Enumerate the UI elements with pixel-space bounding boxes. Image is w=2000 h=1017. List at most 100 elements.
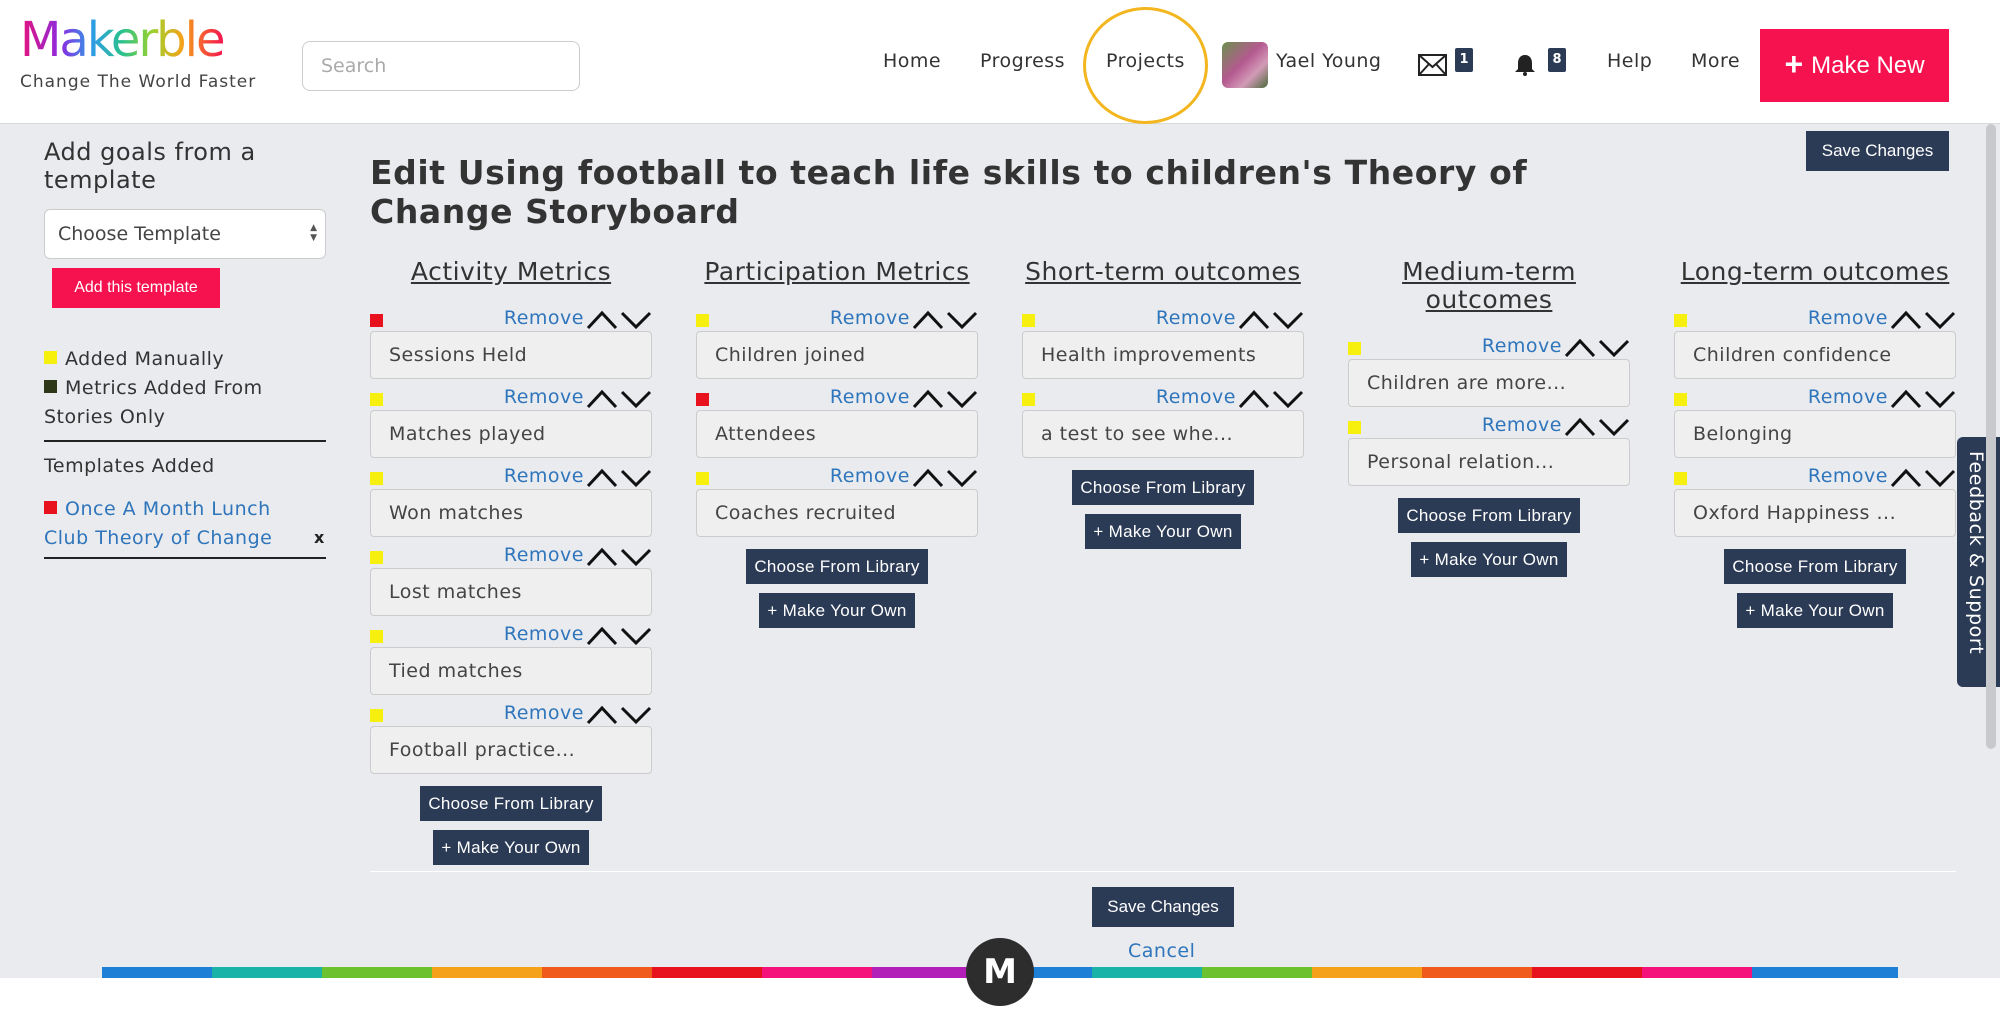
choose-from-library-button[interactable]: Choose From Library <box>746 549 928 584</box>
save-changes-top-button[interactable]: Save Changes <box>1806 131 1949 171</box>
column-heading[interactable]: Long-term outcomes <box>1680 257 1950 286</box>
move-up-icon[interactable] <box>1890 309 1922 331</box>
move-down-icon[interactable] <box>1924 309 1956 331</box>
move-down-icon[interactable] <box>1272 388 1304 410</box>
outcome-name-field[interactable] <box>1348 359 1630 407</box>
column-heading[interactable]: Participation Metrics <box>704 257 970 286</box>
remove-link[interactable]: Remove <box>829 386 910 408</box>
outcome-name-field[interactable] <box>1674 489 1956 537</box>
metric-name-field[interactable] <box>370 568 652 616</box>
column-heading[interactable]: Activity Metrics <box>410 257 612 286</box>
column-heading[interactable]: Short-term outcomes <box>1025 257 1301 286</box>
nav-projects[interactable]: Projects <box>1106 50 1185 72</box>
make-your-own-button[interactable]: + Make Your Own <box>759 593 915 628</box>
makerble-m-logo[interactable]: M <box>966 938 1034 1006</box>
remove-link[interactable]: Remove <box>503 465 584 487</box>
outcome-name-field[interactable] <box>1022 410 1304 458</box>
move-up-icon[interactable] <box>912 309 944 331</box>
move-up-icon[interactable] <box>912 467 944 489</box>
remove-link[interactable]: Remove <box>1155 307 1236 329</box>
remove-link[interactable]: Remove <box>829 307 910 329</box>
template-select[interactable]: Choose Template ▲ ▼ <box>44 209 326 259</box>
nav-user-name[interactable]: Yael Young <box>1276 50 1382 72</box>
added-template-link[interactable]: Once A Month Lunch Club Theory of Change <box>44 495 272 553</box>
nav-more[interactable]: More <box>1691 50 1741 72</box>
nav-home[interactable]: Home <box>883 50 942 72</box>
metric-name-field[interactable] <box>370 489 652 537</box>
remove-link[interactable]: Remove <box>503 544 584 566</box>
move-up-icon[interactable] <box>586 309 618 331</box>
move-up-icon[interactable] <box>586 625 618 647</box>
choose-from-library-button[interactable]: Choose From Library <box>420 786 602 821</box>
add-template-button[interactable]: Add this template <box>52 268 220 308</box>
move-up-icon[interactable] <box>586 467 618 489</box>
move-up-icon[interactable] <box>912 388 944 410</box>
move-up-icon[interactable] <box>586 546 618 568</box>
choose-from-library-button[interactable]: Choose From Library <box>1724 549 1906 584</box>
outcome-name-field[interactable] <box>1022 331 1304 379</box>
save-changes-bottom-button[interactable]: Save Changes <box>1092 887 1234 927</box>
make-your-own-button[interactable]: + Make Your Own <box>1737 593 1893 628</box>
move-down-icon[interactable] <box>1272 309 1304 331</box>
search-input[interactable] <box>302 41 580 91</box>
nav-help[interactable]: Help <box>1607 50 1653 72</box>
metric-name-field[interactable] <box>696 489 978 537</box>
remove-link[interactable]: Remove <box>503 307 584 329</box>
remove-link[interactable]: Remove <box>1807 465 1888 487</box>
make-your-own-button[interactable]: + Make Your Own <box>433 830 589 865</box>
move-down-icon[interactable] <box>1598 416 1630 438</box>
metric-name-field[interactable] <box>370 410 652 458</box>
move-up-icon[interactable] <box>1564 416 1596 438</box>
metric-name-field[interactable] <box>370 726 652 774</box>
outcome-name-field[interactable] <box>1674 331 1956 379</box>
make-your-own-button[interactable]: + Make Your Own <box>1085 514 1241 549</box>
nav-progress[interactable]: Progress <box>980 50 1066 72</box>
move-down-icon[interactable] <box>620 467 652 489</box>
move-down-icon[interactable] <box>1598 337 1630 359</box>
outcome-name-field[interactable] <box>1674 410 1956 458</box>
make-new-button[interactable]: + Make New <box>1760 29 1949 102</box>
move-down-icon[interactable] <box>620 704 652 726</box>
user-avatar[interactable] <box>1222 42 1268 88</box>
bell-icon[interactable] <box>1514 54 1536 80</box>
move-up-icon[interactable] <box>1890 467 1922 489</box>
remove-link[interactable]: Remove <box>1807 307 1888 329</box>
remove-link[interactable]: Remove <box>503 702 584 724</box>
move-down-icon[interactable] <box>946 467 978 489</box>
remove-link[interactable]: Remove <box>1807 386 1888 408</box>
outcome-name-field[interactable] <box>1348 438 1630 486</box>
make-your-own-button[interactable]: + Make Your Own <box>1411 542 1567 577</box>
move-down-icon[interactable] <box>1924 388 1956 410</box>
remove-link[interactable]: Remove <box>1155 386 1236 408</box>
move-up-icon[interactable] <box>586 388 618 410</box>
metric-name-field[interactable] <box>370 647 652 695</box>
move-up-icon[interactable] <box>1564 337 1596 359</box>
column-heading[interactable]: Medium-term outcomes <box>1402 257 1576 314</box>
makerble-logo[interactable]: Makerble Change The World Faster <box>20 12 256 92</box>
remove-link[interactable]: Remove <box>1481 335 1562 357</box>
remove-template-x[interactable]: x <box>314 528 325 547</box>
move-down-icon[interactable] <box>946 388 978 410</box>
move-down-icon[interactable] <box>620 309 652 331</box>
remove-link[interactable]: Remove <box>503 386 584 408</box>
metric-name-field[interactable] <box>370 331 652 379</box>
cancel-link[interactable]: Cancel <box>1128 940 1196 962</box>
move-up-icon[interactable] <box>1890 388 1922 410</box>
metric-name-field[interactable] <box>696 331 978 379</box>
move-down-icon[interactable] <box>946 309 978 331</box>
move-down-icon[interactable] <box>1924 467 1956 489</box>
choose-from-library-button[interactable]: Choose From Library <box>1398 498 1580 533</box>
move-down-icon[interactable] <box>620 625 652 647</box>
move-up-icon[interactable] <box>1238 388 1270 410</box>
remove-link[interactable]: Remove <box>829 465 910 487</box>
remove-link[interactable]: Remove <box>503 623 584 645</box>
move-up-icon[interactable] <box>586 704 618 726</box>
choose-from-library-button[interactable]: Choose From Library <box>1072 470 1254 505</box>
move-down-icon[interactable] <box>620 546 652 568</box>
remove-link[interactable]: Remove <box>1481 414 1562 436</box>
envelope-icon[interactable] <box>1418 54 1447 80</box>
move-up-icon[interactable] <box>1238 309 1270 331</box>
metric-name-field[interactable] <box>696 410 978 458</box>
move-down-icon[interactable] <box>620 388 652 410</box>
vertical-scrollbar[interactable] <box>1986 124 1996 749</box>
